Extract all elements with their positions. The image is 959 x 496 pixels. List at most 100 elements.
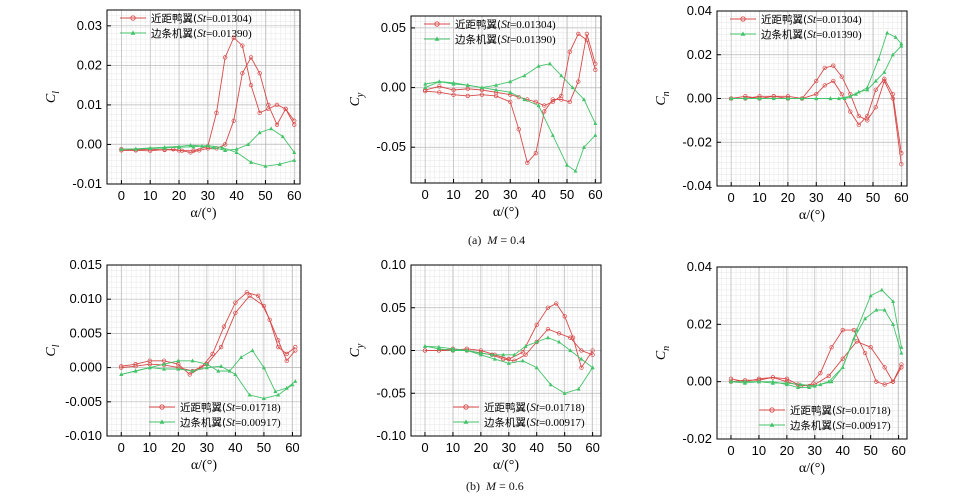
data-point-strake	[581, 145, 586, 149]
data-point-canard	[862, 350, 868, 356]
x-tick-label: 0	[728, 190, 735, 205]
data-point-canard	[545, 305, 551, 310]
data-point-strake	[133, 146, 138, 151]
data-point-strake	[269, 126, 274, 131]
data-point-strake	[840, 365, 845, 369]
series-line-strake	[425, 81, 596, 172]
data-point-canard	[506, 356, 511, 362]
chart-panels: 0 10 20 30 40 50 60 -0.01 0.00 0.01 0.02 0.03 Cl α/(°…	[44, 3, 909, 476]
data-point-canard	[437, 90, 442, 95]
legend-label: 近距鸭翼(St=0.01304)	[151, 12, 252, 25]
y-axis-label: Cn	[654, 346, 672, 360]
legend-name: 近距鸭翼(	[790, 404, 836, 417]
chart-panel-2: 0 10 20 30 40 50 60 -0.05 0.00 0.05 Cy α/(°) 近距鸭翼(St…	[348, 15, 603, 220]
legend-marker-canard	[463, 404, 469, 410]
x-tick-label: 10	[752, 443, 766, 458]
data-point-canard	[550, 97, 555, 102]
data-point-strake	[227, 368, 232, 373]
data-point-strake	[464, 348, 469, 353]
data-point-strake	[836, 96, 841, 101]
series-line-canard	[425, 33, 596, 164]
legend-marker-strake	[769, 422, 775, 427]
data-point-strake	[233, 372, 238, 377]
data-point-canard	[590, 348, 595, 353]
data-point-canard	[256, 293, 261, 298]
data-point-canard	[593, 67, 598, 72]
x-tick-label: 30	[503, 187, 517, 202]
data-point-canard	[533, 151, 538, 156]
caption-a-mach-symbol: M	[487, 233, 498, 247]
data-point-strake	[501, 352, 506, 357]
chart-panel-6: 0 10 20 30 40 50 60 -0.02 0.00 0.02 0.04 Cn α/(°) 近距鸭…	[654, 259, 908, 476]
y-tick-label: 0.02	[77, 57, 102, 72]
data-point-strake	[573, 168, 578, 173]
data-point-strake	[828, 96, 833, 101]
series-line-canard	[425, 33, 596, 106]
data-point-strake	[290, 382, 295, 387]
x-tick-label: 50	[863, 443, 877, 458]
data-point-canard	[567, 49, 572, 54]
x-tick-label: 30	[200, 440, 214, 455]
data-point-strake	[818, 382, 823, 387]
data-point-canard	[437, 84, 442, 89]
data-point-canard	[584, 31, 589, 37]
data-point-strake	[534, 339, 539, 344]
data-point-canard	[179, 148, 185, 153]
data-point-strake	[436, 344, 441, 349]
data-point-canard	[266, 102, 271, 108]
y-axis-label-subscript: l	[51, 344, 62, 347]
data-point-canard	[257, 71, 262, 76]
y-axis-label-subscript: l	[51, 91, 62, 94]
data-point-canard	[176, 362, 181, 367]
data-point-strake	[492, 356, 497, 361]
data-point-canard	[188, 150, 193, 155]
data-point-canard	[839, 91, 844, 97]
x-tick-label: 60	[585, 440, 599, 455]
data-point-canard	[221, 324, 227, 329]
data-point-canard	[890, 379, 896, 384]
data-point-canard	[584, 37, 589, 43]
legend-st-value: =0.01390)	[816, 29, 862, 41]
data-point-strake	[559, 73, 564, 78]
data-point-canard	[187, 372, 192, 377]
data-point-canard	[231, 35, 236, 40]
data-point-canard	[231, 118, 236, 123]
data-point-strake	[536, 103, 541, 108]
data-point-canard	[562, 314, 567, 319]
data-point-strake	[848, 94, 853, 98]
chart-panel-5: 0 10 20 30 40 50 60 -0.10 -0.05 0.00 0.05 0.10 Cy α/(…	[348, 257, 602, 473]
data-point-strake	[263, 164, 268, 168]
data-point-canard	[465, 86, 470, 91]
series-line-canard	[731, 77, 902, 154]
data-point-strake	[899, 41, 904, 46]
legend-marker-canard	[740, 16, 746, 22]
legend-name: 边条机翼(	[790, 419, 836, 432]
x-tick-label: 40	[836, 443, 850, 458]
data-point-strake	[534, 365, 539, 370]
x-tick-label: 0	[118, 188, 125, 203]
legend-marker-strake	[463, 419, 469, 424]
x-tick-label: 10	[143, 440, 157, 455]
data-point-strake	[874, 307, 879, 312]
data-point-canard	[274, 122, 280, 127]
data-point-canard	[868, 345, 873, 350]
x-tick-label: 40	[228, 440, 242, 455]
data-point-canard	[240, 71, 245, 76]
x-tick-label: 50	[258, 188, 272, 203]
data-point-strake	[879, 287, 884, 292]
x-axis-label: α/(°)	[799, 461, 825, 476]
data-point-canard	[568, 335, 573, 340]
chart-panel-4: 0 10 20 30 40 50 60 -0.010 -0.005 0.000 0.005 0.010…	[44, 257, 302, 473]
data-point-strake	[882, 307, 887, 312]
y-tick-label: 0.00	[77, 136, 102, 151]
x-axis-label: α/(°)	[799, 208, 825, 223]
data-point-canard	[874, 379, 879, 384]
data-point-strake	[204, 361, 209, 366]
data-point-strake	[785, 96, 790, 101]
data-point-canard	[576, 79, 581, 84]
legend-st-symbol: St	[197, 13, 207, 25]
data-point-strake	[579, 356, 584, 361]
data-point-strake	[219, 364, 224, 368]
legend-name: 边条机翼(	[455, 33, 501, 46]
data-point-canard	[501, 356, 506, 362]
